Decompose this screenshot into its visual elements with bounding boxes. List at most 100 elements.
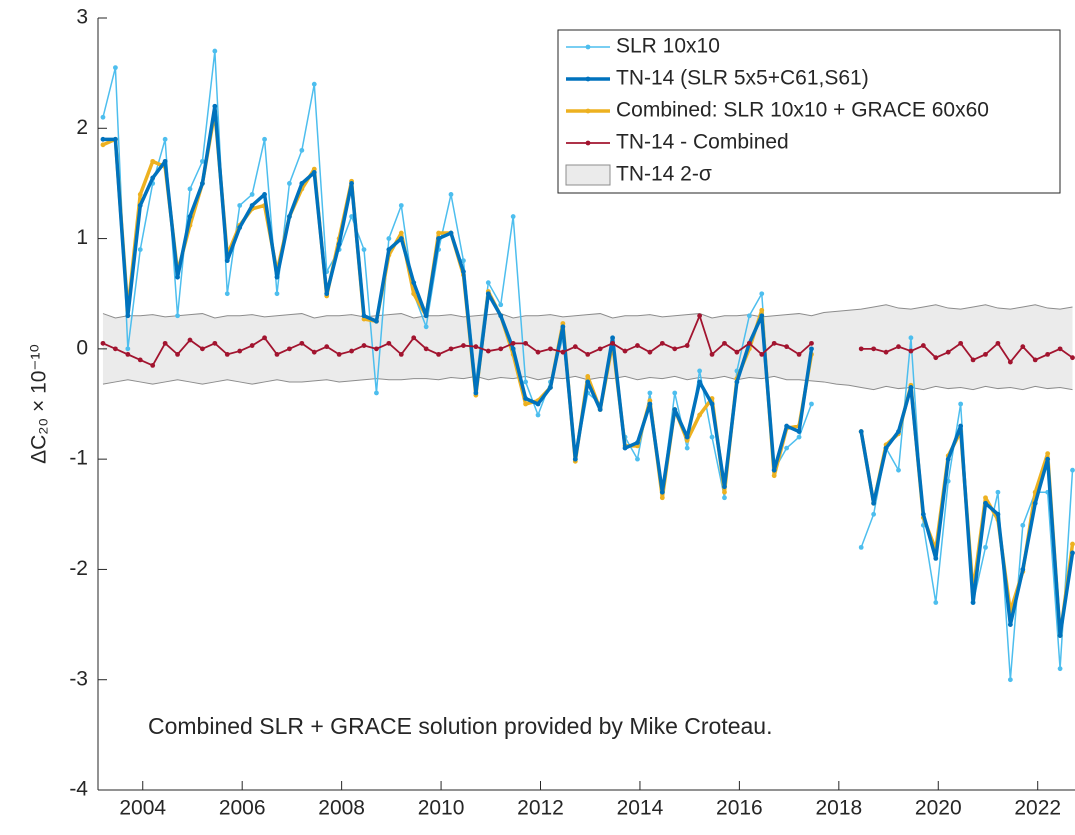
- series-marker: [983, 544, 988, 550]
- series-marker: [746, 340, 752, 346]
- series-marker: [1020, 567, 1026, 572]
- series-marker: [746, 313, 752, 319]
- series-marker: [436, 230, 441, 236]
- series-marker: [920, 511, 926, 517]
- legend-marker: [585, 140, 591, 146]
- series-marker: [734, 349, 740, 355]
- y-tick-label: -1: [69, 447, 88, 470]
- series-marker: [498, 346, 504, 352]
- series-marker: [175, 351, 180, 357]
- series-marker: [473, 390, 479, 396]
- legend-box: [557, 29, 1061, 194]
- series-marker: [485, 348, 491, 354]
- series-marker: [709, 401, 715, 407]
- series-marker: [635, 440, 640, 445]
- series-marker: [162, 136, 168, 142]
- series-marker: [771, 467, 777, 473]
- series-marker: [958, 401, 964, 407]
- series-marker: [945, 456, 951, 462]
- series-marker: [324, 344, 330, 350]
- series-marker: [672, 407, 678, 412]
- series-marker: [386, 236, 392, 241]
- series-marker: [684, 437, 690, 443]
- series-marker: [535, 401, 541, 407]
- series-marker: [659, 340, 665, 346]
- series-marker: [423, 324, 429, 330]
- series-marker: [548, 385, 553, 390]
- legend-label: TN-14 - Combined: [616, 131, 789, 154]
- series-marker: [1045, 451, 1051, 457]
- series-marker: [150, 363, 156, 368]
- y-tick-label: 3: [76, 6, 88, 29]
- x-tick-label: 2004: [119, 797, 166, 820]
- series-marker: [200, 158, 205, 164]
- series-marker: [187, 337, 193, 343]
- series-marker: [299, 181, 305, 186]
- series-marker: [883, 349, 889, 355]
- series-marker: [585, 374, 591, 379]
- series-marker: [1007, 359, 1013, 365]
- series-marker: [622, 348, 628, 354]
- series-marker: [1057, 633, 1063, 638]
- series-marker: [336, 351, 342, 357]
- series-marker: [262, 136, 267, 142]
- series-marker: [374, 346, 379, 352]
- series-marker: [162, 158, 168, 164]
- series-marker: [287, 181, 292, 186]
- series-marker: [784, 344, 790, 350]
- series-marker: [113, 65, 118, 71]
- series-marker: [398, 236, 404, 241]
- series-marker: [610, 340, 616, 346]
- series-marker: [1007, 677, 1013, 683]
- series-marker: [709, 434, 715, 440]
- series-marker: [722, 489, 727, 495]
- series-marker: [983, 500, 988, 506]
- series-marker: [1070, 541, 1075, 547]
- series-marker: [647, 349, 653, 355]
- series-marker: [622, 445, 628, 451]
- series-marker: [548, 346, 553, 352]
- series-marker: [722, 340, 727, 346]
- series-marker: [448, 192, 454, 197]
- series-marker: [933, 600, 939, 605]
- series-marker: [237, 203, 243, 208]
- series-marker: [635, 343, 640, 348]
- series-marker: [461, 258, 466, 264]
- series-marker: [274, 274, 280, 280]
- series-marker: [137, 203, 143, 208]
- series-marker: [224, 291, 230, 297]
- series-marker: [572, 344, 578, 350]
- series-marker: [411, 335, 417, 341]
- series-marker: [697, 412, 703, 418]
- series-marker: [983, 351, 988, 357]
- series-marker: [1045, 456, 1051, 462]
- x-tick-label: 2008: [318, 797, 365, 820]
- series-line: [102, 104, 1075, 638]
- legend-marker: [585, 108, 591, 114]
- series-marker: [311, 349, 317, 355]
- x-tick-label: 2018: [815, 797, 862, 820]
- series-marker: [224, 258, 230, 264]
- legend-swatch: [565, 164, 611, 186]
- series-marker: [336, 241, 342, 247]
- series-marker: [299, 147, 305, 153]
- series-marker: [523, 379, 528, 385]
- series-marker: [896, 467, 901, 473]
- series-marker: [523, 340, 528, 346]
- series-marker: [237, 348, 243, 354]
- series-marker: [125, 351, 131, 357]
- series-marker: [311, 81, 317, 87]
- series-marker: [809, 401, 814, 407]
- series-marker: [1020, 522, 1026, 528]
- series-marker: [896, 429, 901, 434]
- series-marker: [200, 181, 205, 186]
- series-marker: [113, 136, 118, 142]
- series-marker: [249, 343, 255, 348]
- series-marker: [970, 600, 976, 605]
- x-tick-label: 2012: [517, 797, 564, 820]
- series-marker: [560, 324, 566, 330]
- series-marker: [572, 456, 578, 462]
- series-marker: [970, 357, 976, 363]
- series-marker: [100, 340, 106, 346]
- series-marker: [535, 349, 541, 355]
